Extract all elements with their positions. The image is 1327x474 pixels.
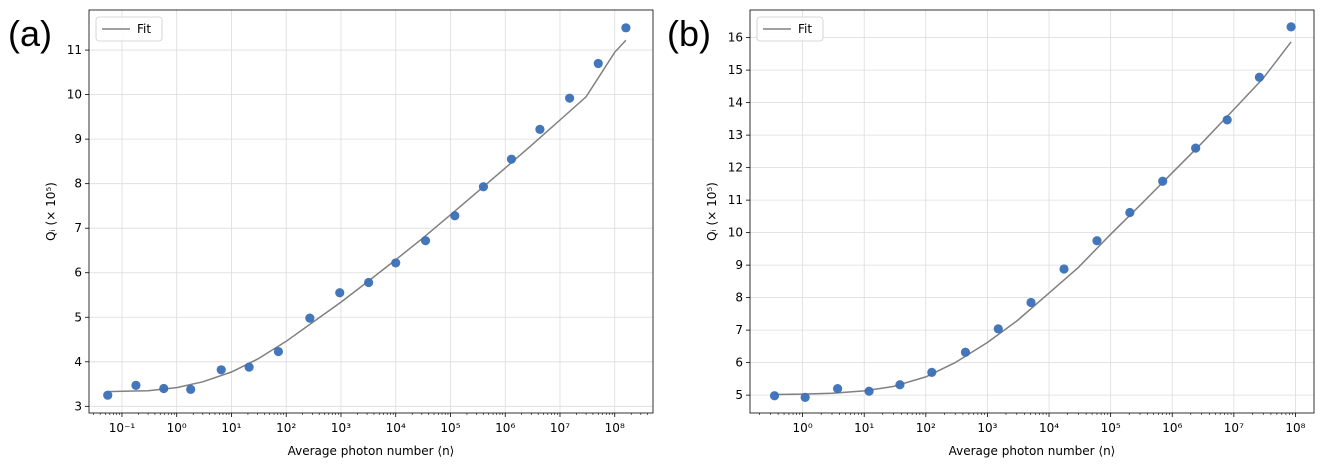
data-point [593,58,603,69]
y-tick-label: 9 [735,258,743,272]
x-tick-label: 10⁷ [550,421,570,435]
y-tick-label: 6 [74,266,82,280]
x-tick-label: 10⁶ [1162,421,1182,435]
legend-entry: Fit [137,22,151,36]
data-point [1222,115,1232,125]
y-tick-label: 5 [74,310,82,324]
y-tick-label: 14 [728,96,743,110]
x-tick-label: 10⁵ [440,421,460,435]
panel-a: (a) 10⁻¹ 10⁰ 10¹ 10² 10³ 10⁴ 10⁵ 10⁶ 10⁷ 10⁸ 3 4 5 6 7… [8,9,654,458]
data-point [420,236,431,246]
x-tick-label: 10⁸ [605,421,625,435]
legend-entry: Fit [798,22,812,36]
data-point [565,93,575,103]
x-tick-label: 10⁰ [167,421,187,435]
data-point [769,391,780,401]
plot-frame [749,9,1315,414]
y-tick-label: 13 [728,128,743,142]
panel-b: (b) 10⁰ 10¹ 10² 10³ 10⁴ 10⁵ 10⁶ 10⁷ 10⁸ 5 6 7 8 9 10 11… [667,9,1315,458]
data-point [1026,297,1036,308]
panel-label: (b) [667,13,711,54]
x-tick-label: 10⁶ [495,421,515,435]
y-tick-label: 12 [728,161,743,175]
x-tick-label: 10¹ [854,421,874,435]
y-tick-label: 9 [74,132,82,146]
x-tick-label: 10⁸ [1285,421,1305,435]
data-point [535,124,545,134]
x-tick-label: 10³ [331,421,351,435]
data-point [273,346,284,357]
data-point [364,277,374,288]
data-point [1191,143,1201,153]
x-axis-label: Average photon number ⟨n⟩ [288,444,455,458]
data-point [391,258,401,268]
x-tick-label: 10⁰ [793,421,813,435]
y-tick-label: 11 [67,43,82,57]
data-point [1286,22,1296,32]
y-tick-label: 8 [74,177,82,191]
plot-frame [88,9,654,414]
x-tick-label: 10³ [977,421,997,435]
y-axis-label: Qᵢ (× 10⁵) [44,182,58,241]
x-tick-label: 10⁴ [1039,421,1059,435]
y-tick-label: 5 [735,388,743,402]
data-point [621,23,631,33]
data-point [1254,72,1265,82]
x-tick-label: 10² [276,421,296,435]
y-tick-label: 10 [67,88,82,102]
y-tick-label: 10 [728,226,743,240]
panel-label: (a) [8,13,52,54]
x-tick-label: 10¹ [221,421,241,435]
data-point [244,362,254,372]
data-point [993,324,1003,334]
y-tick-label: 8 [735,291,743,305]
x-tick-label: 10⁵ [1101,421,1121,435]
fit-line [107,39,627,393]
data-point [1092,236,1102,246]
data-point [864,386,874,396]
x-tick-label: 10⁴ [386,421,406,435]
data-point [1158,176,1168,186]
data-point [1125,207,1135,218]
y-tick-label: 4 [74,355,82,369]
y-axis-label: Qᵢ (× 10⁵) [705,182,719,241]
x-tick-label: 10⁻¹ [109,421,136,435]
y-tick-label: 15 [728,63,743,77]
fit-line [774,41,1292,396]
x-tick-label: 10⁷ [1224,421,1244,435]
x-axis-label: Average photon number ⟨n⟩ [949,444,1116,458]
data-point [305,313,315,323]
data-point [450,211,460,221]
data-point [833,384,843,394]
data-point [131,380,141,390]
x-tick-label: 10² [916,421,936,435]
y-tick-label: 7 [735,323,743,337]
data-point [895,380,905,390]
data-point [1059,264,1069,274]
data-point [927,367,937,377]
data-point [103,390,113,400]
y-tick-label: 3 [74,399,82,413]
data-point [960,347,971,357]
y-tick-label: 16 [728,31,743,45]
y-tick-label: 6 [735,356,743,370]
data-point [506,154,517,164]
data-point [159,383,169,394]
data-point [186,384,196,394]
y-tick-label: 7 [74,221,82,235]
data-point [478,182,489,192]
data-point [800,392,810,402]
data-point [216,365,226,375]
data-point [335,288,345,298]
y-tick-label: 11 [728,193,743,207]
